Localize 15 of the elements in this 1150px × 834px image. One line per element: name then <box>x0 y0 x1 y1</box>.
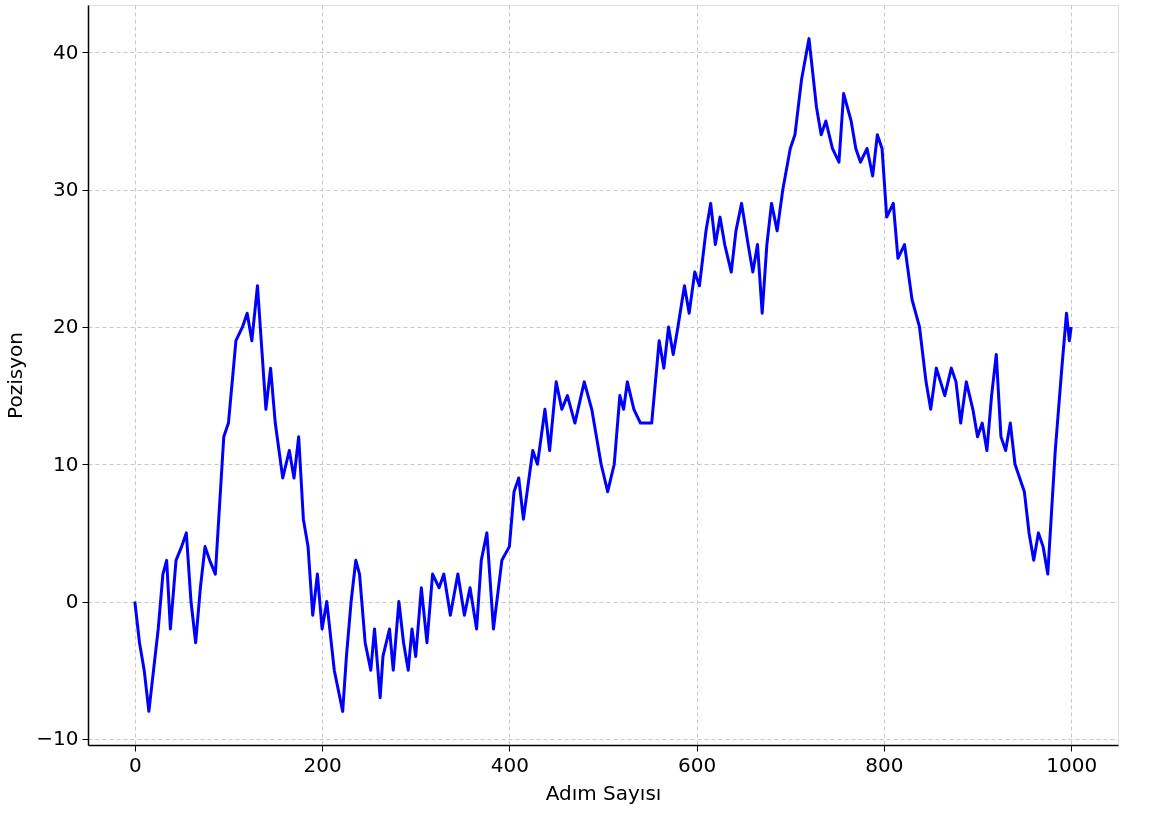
y-axis-title: Pozisyon <box>3 332 28 419</box>
x-tick-label: 200 <box>303 752 342 777</box>
y-tick-label: 20 <box>53 314 79 339</box>
x-tick-label: 800 <box>865 752 904 777</box>
y-tick-label: 10 <box>53 451 79 476</box>
x-tick-label: 600 <box>678 752 717 777</box>
x-tick-label: 0 <box>128 752 142 777</box>
y-tick-label: 40 <box>53 39 79 64</box>
x-tick-label: 400 <box>490 752 529 777</box>
x-axis-title: Adım Sayısı <box>545 780 662 805</box>
y-tick-label: −10 <box>36 726 79 751</box>
y-tick-label: 0 <box>65 589 79 614</box>
x-tick-label: 1000 <box>1046 752 1098 777</box>
y-tick-label: 30 <box>53 177 79 202</box>
line-series <box>133 37 1073 713</box>
